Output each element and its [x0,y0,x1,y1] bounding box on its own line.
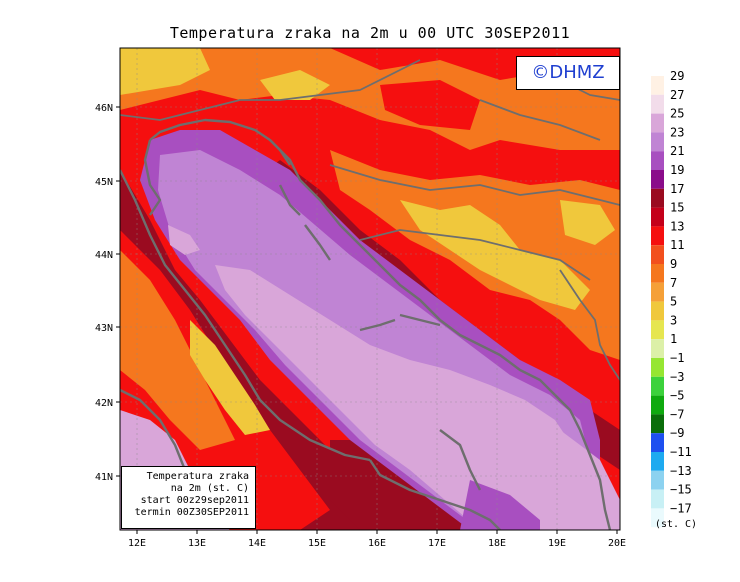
legend-swatch [651,264,664,283]
legend-swatch [651,207,664,227]
info-line-2: na 2m (st. C) [170,483,249,494]
page-title: Temperatura zraka na 2m u 00 UTC 30SEP20… [169,24,571,42]
legend-label: 17 [670,182,684,196]
legend-label: −3 [670,370,684,384]
legend-label: −17 [670,501,692,515]
lon-tick-label: 17E [428,538,446,549]
legend-swatch [651,320,664,340]
credit-box: ©DHMZ [516,56,620,90]
legend-label: −13 [670,464,692,478]
lon-tick-label: 19E [548,538,566,549]
legend-label: −9 [670,426,684,440]
legend-swatch [651,452,664,471]
legend-label: 27 [670,88,684,102]
legend-swatch [651,113,664,133]
lat-tick-labels: 46N 45N 44N 43N 42N 41N [95,103,113,483]
legend-label: 7 [670,276,677,290]
legend-label: 13 [670,219,684,233]
info-line-4: termin 00Z30SEP2011 [134,507,249,518]
color-legend: 29 27 25 23 21 19 17 15 13 11 9 7 5 3 1 −1 −3 −5 −7 −9 −11 −1… [651,69,692,528]
lat-ticks [116,106,120,477]
adriatic-sea-light-tongue [168,225,200,255]
legend-swatch [651,433,664,452]
credit-text: ©DHMZ [531,62,605,83]
legend-label: 23 [670,125,684,139]
legend-swatch [651,151,664,170]
legend-swatch [651,282,664,302]
legend-swatch [651,414,664,434]
legend-swatch [651,339,664,358]
legend-swatch [651,301,664,321]
info-line-1: Temperatura zraka [146,471,249,482]
map-frame [119,47,621,531]
legend-swatch [651,376,664,396]
legend-swatch [651,188,664,208]
legend-swatch [651,132,664,152]
lon-tick-label: 20E [608,538,626,549]
legend-swatch [651,358,664,377]
lat-tick-label: 43N [95,323,113,334]
temperature-map [120,48,620,530]
info-line-3: start 00z29sep2011 [140,495,249,506]
lon-tick-label: 15E [308,538,326,549]
legend-swatch [651,170,664,189]
legend-label: −1 [670,351,684,365]
legend-swatch [651,76,664,95]
legend-label: −15 [670,483,692,497]
legend-swatch [651,94,664,114]
ionian-sea-dark [460,480,540,530]
legend-label: −11 [670,445,692,459]
legend-label: −5 [670,389,684,403]
legend-swatch [651,508,664,528]
legend-swatch [651,395,664,415]
adriatic-sea-light [215,265,585,530]
info-box: Temperatura zraka na 2m (st. C) start 00… [121,466,256,529]
legend-swatch [651,245,664,264]
north-orange-region [120,48,620,150]
north-yellow-patch-2 [260,70,330,100]
legend-label: 5 [670,295,677,309]
legend-label: −7 [670,407,684,421]
lon-tick-label: 14E [248,538,266,549]
lon-tick-label: 12E [128,538,146,549]
legend-label: 11 [670,238,684,252]
interior-yellow-region [400,200,590,310]
lon-tick-label: 16E [368,538,386,549]
italy-yellow-region [190,320,270,435]
interior-yellow-spot [560,200,615,245]
italy-orange-region [120,250,235,450]
coastlines [120,118,612,530]
north-red-patch [380,80,480,130]
ionian-sea [500,420,620,530]
legend-label: 15 [670,201,684,215]
lon-tick-labels: 12E 13E 14E 15E 16E 17E 18E 19E 20E [128,538,626,549]
legend-label: 3 [670,313,677,327]
legend-label: 25 [670,107,684,121]
legend-unit-label: (st. C) [655,519,697,530]
legend-swatch [651,489,664,509]
lon-tick-label: 13E [188,538,206,549]
lat-tick-label: 42N [95,398,113,409]
lat-tick-label: 45N [95,177,113,188]
lat-tick-label: 46N [95,103,113,114]
lat-tick-label: 44N [95,250,113,261]
legend-swatch [651,226,664,246]
legend-label: 21 [670,144,684,158]
legend-label: 19 [670,163,684,177]
lat-tick-label: 41N [95,472,113,483]
north-yellow-patch [120,48,210,95]
legend-label: 29 [670,69,684,83]
legend-swatch [651,470,664,490]
legend-label: 1 [670,332,677,346]
lon-tick-label: 18E [488,538,506,549]
lon-ticks [136,530,618,534]
legend-label: 9 [670,257,677,271]
